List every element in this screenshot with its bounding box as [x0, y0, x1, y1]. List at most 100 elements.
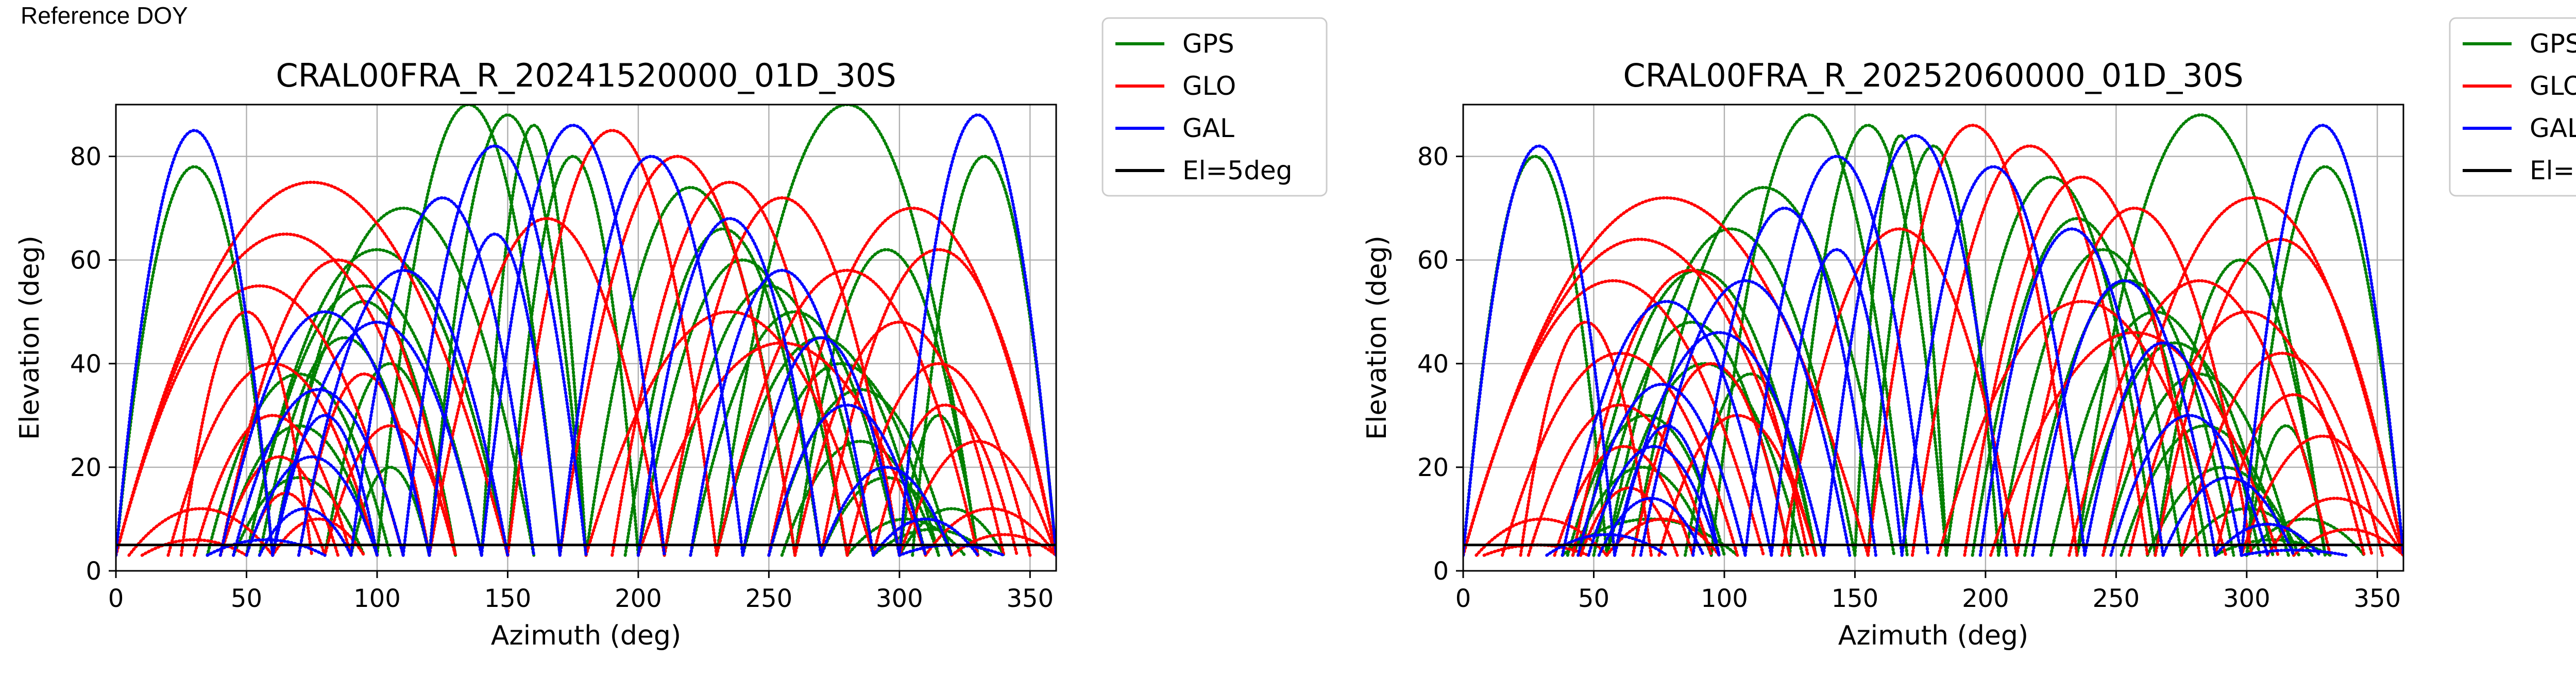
x-axis-label: Azimuth (deg) [491, 620, 681, 651]
data-arc [1963, 176, 2201, 557]
y-tick-label: 40 [1417, 350, 1449, 379]
data-arc [897, 439, 1056, 557]
data-arc [1780, 227, 2019, 557]
data-arc [2240, 124, 2403, 557]
data-arc [116, 129, 275, 557]
data-arc [116, 180, 510, 557]
x-tick-label: 200 [1962, 584, 2009, 613]
data-arc [689, 269, 875, 557]
data-arc [2067, 279, 2332, 557]
data-arc [193, 414, 353, 557]
data-arc [1631, 185, 1896, 557]
chart-title: CRAL00FRA_R_20241520000_01D_30S [276, 57, 896, 94]
legend-label: GPS [1182, 29, 1234, 59]
data-arc [116, 284, 405, 557]
y-tick-label: 20 [70, 453, 101, 482]
data-arc [1605, 517, 1721, 557]
legend-box [2449, 17, 2576, 197]
axes-frame [1462, 104, 2404, 572]
data-arc [1577, 383, 1747, 557]
y-tick-label: 40 [70, 350, 101, 379]
data-arc [689, 310, 901, 557]
data-arc [924, 507, 1056, 557]
chart-title: CRAL00FRA_R_20252060000_01D_30S [1623, 57, 2243, 94]
x-tick-label: 0 [108, 584, 124, 613]
data-arc [2015, 207, 2253, 557]
y-tick-label: 0 [1433, 557, 1449, 586]
data-arc [401, 144, 588, 557]
data-arc [2127, 310, 2366, 557]
y-tick-label: 60 [70, 246, 101, 275]
x-tick-label: 100 [1701, 584, 1748, 613]
legend: GPS GLO GAL El=5deg [1101, 17, 1328, 197]
data-arc [623, 227, 823, 557]
data-arc [1631, 362, 1791, 557]
x-tick-label: 250 [2093, 584, 2140, 613]
data-arc [1822, 134, 2008, 557]
data-arc [349, 196, 536, 557]
data-arc [2075, 341, 2275, 557]
data-arc [116, 232, 457, 557]
data-arc [2161, 476, 2296, 557]
data-arc [428, 113, 588, 557]
data-arc [1788, 124, 1948, 557]
data-arc [2240, 434, 2403, 557]
data-arc [116, 165, 275, 557]
data-arc [819, 465, 954, 557]
chart-panel-2: 0 50 100 150 200 250 300 350 0 20 40 60 80 CRAL00FRA_… [1362, 17, 2576, 651]
data-arc [1579, 486, 1679, 557]
data-arc [611, 180, 849, 557]
data-arc [323, 362, 457, 557]
x-tick-label: 0 [1455, 584, 1471, 613]
data-arc [1944, 175, 2157, 557]
data-arc [1571, 269, 1810, 557]
plot-area [1463, 113, 2403, 557]
data-arc [506, 129, 718, 557]
x-tick-label: 250 [745, 584, 793, 613]
x-tick-label: 350 [2353, 584, 2401, 613]
legend-label: GAL [1182, 113, 1234, 143]
data-arc [375, 105, 562, 557]
data-arc [271, 414, 379, 557]
data-arc [584, 310, 875, 557]
x-tick-label: 150 [484, 584, 532, 613]
series-gal [116, 113, 1056, 557]
x-tick-label: 350 [1006, 584, 1054, 613]
data-arc [767, 403, 927, 557]
data-arc [1978, 227, 2165, 557]
data-arc [2214, 522, 2321, 557]
data-arc [2102, 196, 2403, 557]
figure-suptitle: Reference DOY [21, 2, 188, 29]
y-tick-label: 80 [1417, 143, 1449, 172]
data-arc [1519, 320, 1653, 557]
legend-label: GAL [2530, 113, 2576, 143]
data-arc [636, 341, 927, 557]
data-arc [1613, 424, 1721, 557]
data-arc [1937, 300, 2228, 557]
data-arc [1770, 248, 1904, 557]
x-tick-label: 100 [353, 584, 401, 613]
data-arc [1475, 517, 1608, 557]
data-arc [558, 155, 744, 557]
data-arc [793, 248, 979, 557]
data-arc [636, 258, 849, 557]
data-arc [506, 155, 640, 557]
data-arc [206, 538, 327, 557]
y-axis-label: Elevation (deg) [1362, 235, 1393, 440]
legend-label: GPS [2530, 29, 2576, 59]
x-tick-label: 200 [615, 584, 662, 613]
data-arc [897, 113, 1056, 557]
data-arc [297, 269, 510, 557]
y-axis-label: Elevation (deg) [14, 235, 45, 440]
legend-label: El=5deg [1182, 156, 1292, 185]
x-axis-label: Azimuth (deg) [1838, 620, 2028, 651]
y-tick-label: 20 [1417, 453, 1449, 482]
data-arc [428, 217, 666, 557]
y-tick-label: 0 [86, 557, 101, 586]
data-arc [2154, 259, 2327, 557]
data-arc [218, 258, 457, 557]
axes-frame [115, 104, 1057, 572]
x-tick-label: 300 [876, 584, 923, 613]
data-arc [218, 455, 340, 557]
